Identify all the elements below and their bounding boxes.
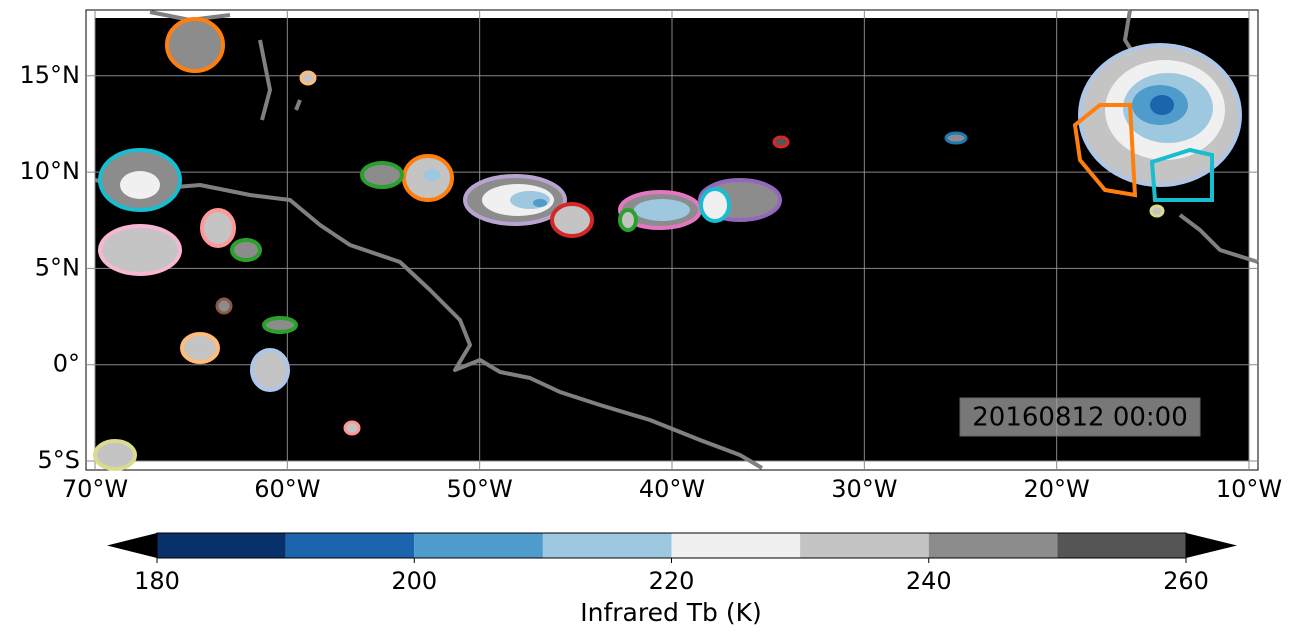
lat-tick-label: 5°S — [37, 446, 80, 474]
lon-tick-label: 10°W — [1216, 475, 1282, 503]
lon-tick-label: 30°W — [831, 475, 897, 503]
colorbar-tick-label: 180 — [134, 567, 180, 595]
colorbar-extend-low — [107, 533, 157, 558]
lat-tick-label: 0° — [53, 350, 80, 378]
colorbar-segment — [928, 533, 1058, 558]
coastline — [94, 178, 764, 470]
lon-tick-label: 20°W — [1024, 475, 1090, 503]
cloud-cluster — [360, 154, 454, 202]
cloud-cluster — [550, 178, 782, 238]
timestamp: 20160812 00:00 — [972, 403, 1188, 433]
colorbar: 180 200 220 240 260 — [107, 532, 1237, 595]
coastline — [1178, 213, 1259, 264]
cloud-cluster — [93, 17, 790, 471]
timestamp-box: 20160812 00:00 — [959, 397, 1201, 437]
lon-tick-label: 60°W — [254, 475, 320, 503]
colorbar-segment — [285, 533, 415, 558]
cloud-clusters — [93, 17, 1242, 471]
colorbar-tick-label: 220 — [649, 567, 695, 595]
colorbar-segment — [157, 533, 286, 558]
colorbar-tick-label: 200 — [391, 567, 437, 595]
lon-tick-label: 50°W — [447, 475, 513, 503]
lat-tick-label: 15°N — [20, 61, 81, 89]
colorbar-tick-label: 260 — [1163, 567, 1209, 595]
axis-ticks: 70°W 60°W 50°W 40°W 30°W 20°W 10°W 15°N 10°N 5°N 0… — [20, 61, 1283, 503]
colorbar-tick-label: 240 — [906, 567, 952, 595]
lat-tick-label: 10°N — [20, 157, 81, 185]
timestamp-background — [959, 397, 1201, 437]
colorbar-segment — [800, 533, 929, 558]
lon-tick-label: 40°W — [639, 475, 705, 503]
colorbar-segment — [671, 533, 801, 558]
colorbar-segment — [414, 533, 543, 558]
colorbar-segment — [1057, 533, 1186, 558]
cloud-cluster — [463, 174, 567, 226]
lon-tick-label: 70°W — [62, 475, 128, 503]
cloud-cluster — [944, 43, 1242, 218]
colorbar-segment — [542, 533, 672, 558]
lat-tick-label: 5°N — [35, 253, 80, 281]
colorbar-extend-high — [1186, 533, 1237, 558]
colorbar-label: Infrared Tb (K) — [580, 598, 762, 627]
